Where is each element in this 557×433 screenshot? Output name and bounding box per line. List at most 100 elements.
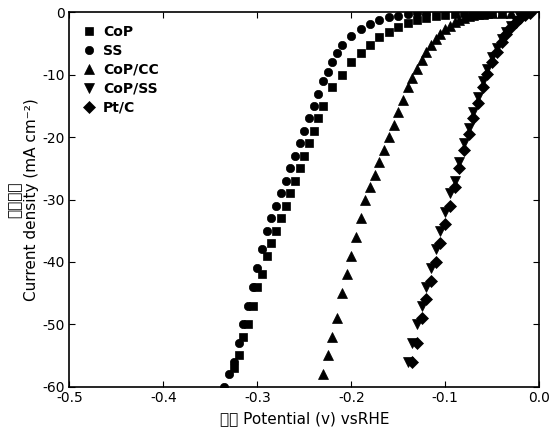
Pt/C (522, 12, 529, 17)
CoP/SS (503, 29, 510, 34)
Line: CoP/SS: CoP/SS (403, 8, 535, 367)
SS (414, 11, 421, 16)
CoP/CC (461, 15, 467, 20)
CoP/SS (442, 210, 448, 215)
SS (357, 26, 364, 31)
SS (263, 228, 270, 233)
CoP/SS (507, 23, 514, 29)
Pt/C (512, 19, 519, 24)
SS (395, 13, 402, 18)
CoP (282, 203, 289, 208)
CoP/CC (423, 50, 430, 55)
CoP/CC (339, 291, 345, 296)
CoP (254, 284, 261, 289)
CoP/CC (414, 66, 421, 71)
CoP (296, 166, 303, 171)
SS (339, 42, 345, 48)
CoP (489, 10, 496, 15)
CoP/SS (437, 228, 444, 233)
CoP/CC (399, 97, 406, 102)
CoP (461, 11, 467, 16)
CoP (348, 60, 355, 65)
CoP (404, 20, 411, 26)
CoP (376, 35, 383, 40)
CoP/SS (432, 247, 439, 252)
Legend: CoP, SS, CoP/CC, CoP/SS, Pt/C: CoP, SS, CoP/CC, CoP/SS, Pt/C (76, 19, 164, 120)
CoP/SS (404, 359, 411, 364)
CoP (451, 11, 458, 16)
SS (385, 15, 392, 20)
CoP/SS (428, 265, 434, 271)
CoP/CC (404, 85, 411, 90)
CoP/CC (376, 159, 383, 165)
Line: CoP: CoP (229, 8, 506, 372)
CoP/CC (437, 31, 444, 36)
CoP (277, 216, 284, 221)
CoP/SS (494, 45, 500, 51)
Pt/C (423, 297, 430, 302)
CoP/SS (522, 12, 529, 17)
Line: CoP/CC: CoP/CC (318, 8, 516, 379)
Pt/C (484, 71, 491, 76)
SS (348, 33, 355, 38)
CoP (432, 13, 439, 19)
Pt/C (418, 315, 425, 320)
CoP (395, 24, 402, 29)
CoP/CC (470, 13, 477, 18)
CoP/SS (461, 141, 467, 146)
CoP/SS (451, 178, 458, 184)
Pt/C (475, 100, 481, 106)
Line: Pt/C: Pt/C (408, 9, 534, 366)
CoP (310, 128, 317, 133)
CoP/CC (507, 10, 514, 15)
Pt/C (465, 132, 472, 137)
SS (324, 69, 331, 74)
CoP/CC (390, 122, 397, 127)
Pt/C (456, 166, 463, 171)
CoP/CC (432, 37, 439, 42)
CoP/CC (475, 12, 481, 17)
SS (301, 128, 307, 133)
CoP (240, 334, 247, 339)
CoP (498, 10, 505, 15)
CoP/CC (385, 135, 392, 140)
CoP (287, 191, 294, 196)
SS (287, 166, 294, 171)
CoP/CC (348, 253, 355, 258)
CoP/SS (414, 322, 421, 327)
SS (376, 17, 383, 23)
CoP (306, 141, 312, 146)
SS (306, 116, 312, 121)
SS (240, 322, 247, 327)
CoP/SS (409, 340, 416, 346)
SS (258, 247, 265, 252)
CoP (273, 228, 280, 233)
CoP/SS (512, 19, 519, 24)
CoP (480, 10, 486, 15)
Pt/C (503, 32, 510, 37)
CoP/CC (451, 20, 458, 25)
Pt/C (437, 241, 444, 246)
CoP/SS (498, 37, 505, 42)
CoP/CC (456, 17, 463, 23)
Pt/C (414, 340, 421, 346)
SS (310, 103, 317, 109)
CoP/SS (456, 159, 463, 165)
CoP (268, 241, 275, 246)
SS (329, 60, 336, 65)
SS (334, 50, 340, 55)
SS (254, 265, 261, 271)
SS (320, 78, 326, 84)
SS (423, 10, 430, 16)
Pt/C (480, 85, 486, 90)
CoP/CC (442, 27, 448, 32)
CoP (339, 72, 345, 78)
CoP/CC (324, 353, 331, 358)
Pt/C (494, 49, 500, 54)
CoP (385, 29, 392, 34)
CoP (263, 253, 270, 258)
CoP (470, 10, 477, 16)
CoP (301, 153, 307, 158)
CoP/CC (357, 216, 364, 221)
SS (367, 21, 373, 26)
